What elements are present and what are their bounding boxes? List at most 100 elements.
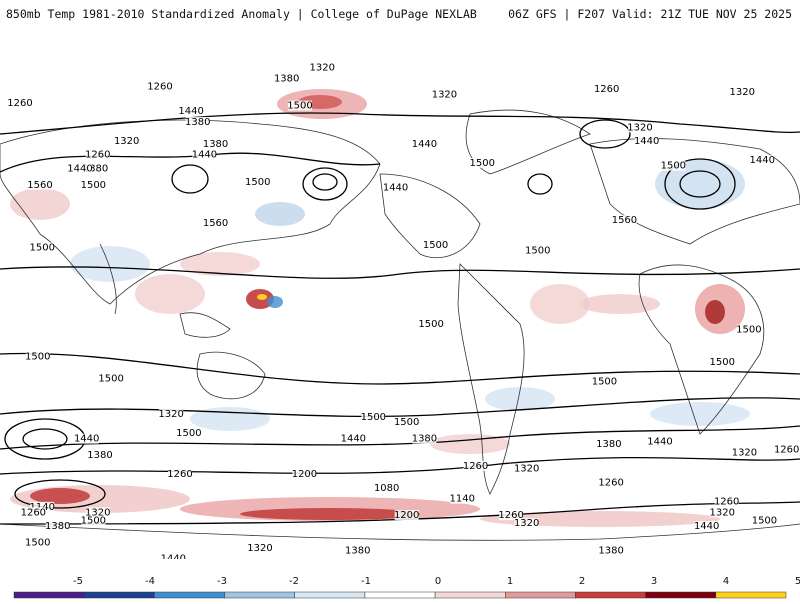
contour-label: 1560 xyxy=(612,215,637,226)
contour-label: 1560 xyxy=(27,180,52,191)
contour-label: 1500 xyxy=(287,101,312,112)
contour-label: 1500 xyxy=(25,537,50,548)
contour-label: 1500 xyxy=(81,180,106,191)
contour-label: 1080 xyxy=(374,483,399,494)
contour-label: 1440 xyxy=(647,436,672,447)
contour-label: 1320 xyxy=(432,90,457,101)
contour-label: 1440 xyxy=(634,136,659,147)
contour-label: 1320 xyxy=(514,518,539,529)
map-panel: 1320 1380 1260 1260 1440 1380 1500 1380 1440 1320… xyxy=(0,54,800,559)
legend-tick-label: 1 xyxy=(507,576,513,587)
contour-label: 1440 xyxy=(694,521,719,532)
contour-label: 1380 xyxy=(45,521,70,532)
contour-label: 1500 xyxy=(525,245,550,256)
contour-label: 1380 xyxy=(87,450,112,461)
legend-tick-label: 0 xyxy=(435,576,441,587)
contour-label: 1320 xyxy=(309,62,334,73)
legend-tick-label: -2 xyxy=(289,576,299,587)
legend-swatch xyxy=(224,591,295,599)
contour-label: 1260 xyxy=(7,98,32,109)
contour-label: 1500 xyxy=(98,374,123,385)
legend-colorbar: -5 -4 -3 -2 -1 0 1 2 3 4 5 xyxy=(13,576,800,599)
contour-label: 1440 xyxy=(74,434,99,445)
contour-label: 1320 xyxy=(158,409,183,420)
contour-label: 1440 xyxy=(161,554,186,559)
contour-label: 1260 xyxy=(774,445,799,456)
legend-swatch xyxy=(434,591,506,599)
contour-label: 1440 xyxy=(383,182,408,193)
contour-label: 1260 xyxy=(598,477,623,488)
contour-label-layer: 1320138012601260144013801500138014401320… xyxy=(7,62,799,559)
contour-label: 1320 xyxy=(627,122,652,133)
legend-tick-label: 4 xyxy=(723,576,729,587)
contour-label: 1500 xyxy=(394,417,419,428)
product-title: 850mb Temp 1981-2010 Standardized Anomal… xyxy=(6,7,477,21)
contour-label: 1140 xyxy=(449,494,474,505)
contour-label: 1260 xyxy=(594,84,619,95)
legend-tick-label: 3 xyxy=(651,576,657,587)
contour-label: 1560 xyxy=(203,218,228,229)
legend-tick-label: 5 xyxy=(795,576,800,587)
contour-label: 1500 xyxy=(176,428,201,439)
contour-label: 1380 xyxy=(596,439,621,450)
contour-label: 1380 xyxy=(412,434,437,445)
contour-label: 1320 xyxy=(247,543,272,554)
legend-swatch xyxy=(83,591,155,599)
contour-label: 1320 xyxy=(114,136,139,147)
contour-label: 1500 xyxy=(361,412,386,423)
contour-label: 1500 xyxy=(709,357,734,368)
contour-label: 1260 xyxy=(498,510,523,521)
contour-label: 1260 xyxy=(21,507,46,518)
contour-label: 1260 xyxy=(147,81,172,92)
contour-label: 1380 xyxy=(185,117,210,128)
contour-label: 1500 xyxy=(29,243,54,254)
contour-label: 1500 xyxy=(469,158,494,169)
contour-label: 1500 xyxy=(81,516,106,527)
contour-label: 1200 xyxy=(292,469,317,480)
world-map: 1320138012601260144013801500138014401320… xyxy=(0,54,800,559)
contour-label: 1500 xyxy=(245,177,270,188)
contour-label: 1320 xyxy=(709,507,734,518)
legend-swatch xyxy=(13,591,85,599)
legend-swatch xyxy=(715,591,787,599)
color-legend: -5 -4 -3 -2 -1 0 1 2 3 4 5 xyxy=(0,572,800,600)
legend-tick-label: -3 xyxy=(217,576,227,587)
legend-tick-label: -5 xyxy=(73,576,83,587)
legend-tick-label: -1 xyxy=(361,576,371,587)
contour-label: 1320 xyxy=(514,464,539,475)
anomaly-shading xyxy=(10,89,750,527)
contour-label: 1260 xyxy=(167,469,192,480)
legend-swatch xyxy=(645,591,717,599)
legend-swatch xyxy=(154,591,225,599)
contour-label: 1500 xyxy=(423,240,448,251)
contour-label: 1380 xyxy=(274,73,299,84)
contour-label: 1380 xyxy=(345,546,370,557)
contour-label: 1500 xyxy=(25,352,50,363)
contour-label: 1320 xyxy=(85,507,110,518)
contour-label: 1440 xyxy=(412,139,437,150)
contour-label: 1200 xyxy=(394,510,419,521)
model-valid-time: 06Z GFS | F207 Valid: 21Z TUE NOV 25 202… xyxy=(508,7,792,21)
contour-label: 1440 xyxy=(341,434,366,445)
legend-swatch xyxy=(294,591,366,599)
contour-label: 1320 xyxy=(732,447,757,458)
contour-label: 1380 xyxy=(598,546,623,557)
contour-label: 1260 xyxy=(714,496,739,507)
legend-swatch xyxy=(575,591,646,599)
legend-tick-label: 2 xyxy=(579,576,585,587)
contour-label: 1500 xyxy=(752,516,777,527)
contour-label: 1380 xyxy=(83,163,108,174)
contour-label: 1440 xyxy=(178,106,203,117)
contour-label: 1440 xyxy=(749,155,774,166)
contour-label: 1500 xyxy=(736,324,761,335)
contour-label: 1380 xyxy=(203,139,228,150)
contour-label: 1260 xyxy=(85,150,110,161)
contour-label: 1500 xyxy=(592,376,617,387)
contour-label: 1440 xyxy=(67,163,92,174)
contour-label: 1500 xyxy=(418,319,443,330)
contour-label: 1260 xyxy=(463,461,488,472)
contour-label: 1320 xyxy=(729,87,754,98)
legend-tick-label: -4 xyxy=(145,576,155,587)
legend-swatch xyxy=(364,591,436,599)
map-header: 850mb Temp 1981-2010 Standardized Anomal… xyxy=(0,0,800,30)
